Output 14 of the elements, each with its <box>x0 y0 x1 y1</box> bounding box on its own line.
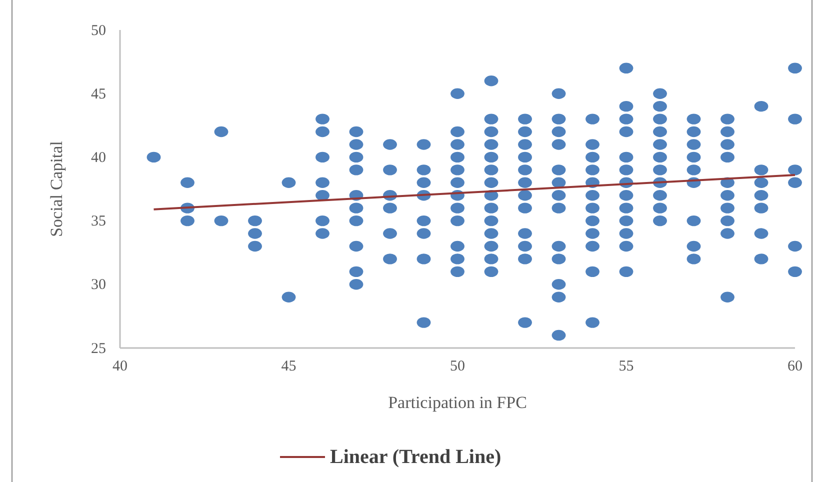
y-tick-label: 30 <box>91 277 106 294</box>
y-tick-label: 40 <box>91 150 106 166</box>
x-tick-label: 45 <box>281 358 296 375</box>
y-tick-label: 45 <box>91 86 106 102</box>
y-tick-label: 25 <box>91 340 106 357</box>
x-axis-title: Participation in FPC <box>388 393 527 412</box>
x-tick-label: 50 <box>450 358 465 375</box>
y-tick-label: 35 <box>91 214 106 230</box>
legend-label: Linear (Trend Line) <box>330 446 502 468</box>
y-axis-title: Social Capital <box>47 140 66 237</box>
x-tick-label: 40 <box>112 358 128 375</box>
x-tick-label: 60 <box>788 358 802 375</box>
x-tick-label: 55 <box>618 358 634 375</box>
y-tick-label: 50 <box>91 22 106 39</box>
